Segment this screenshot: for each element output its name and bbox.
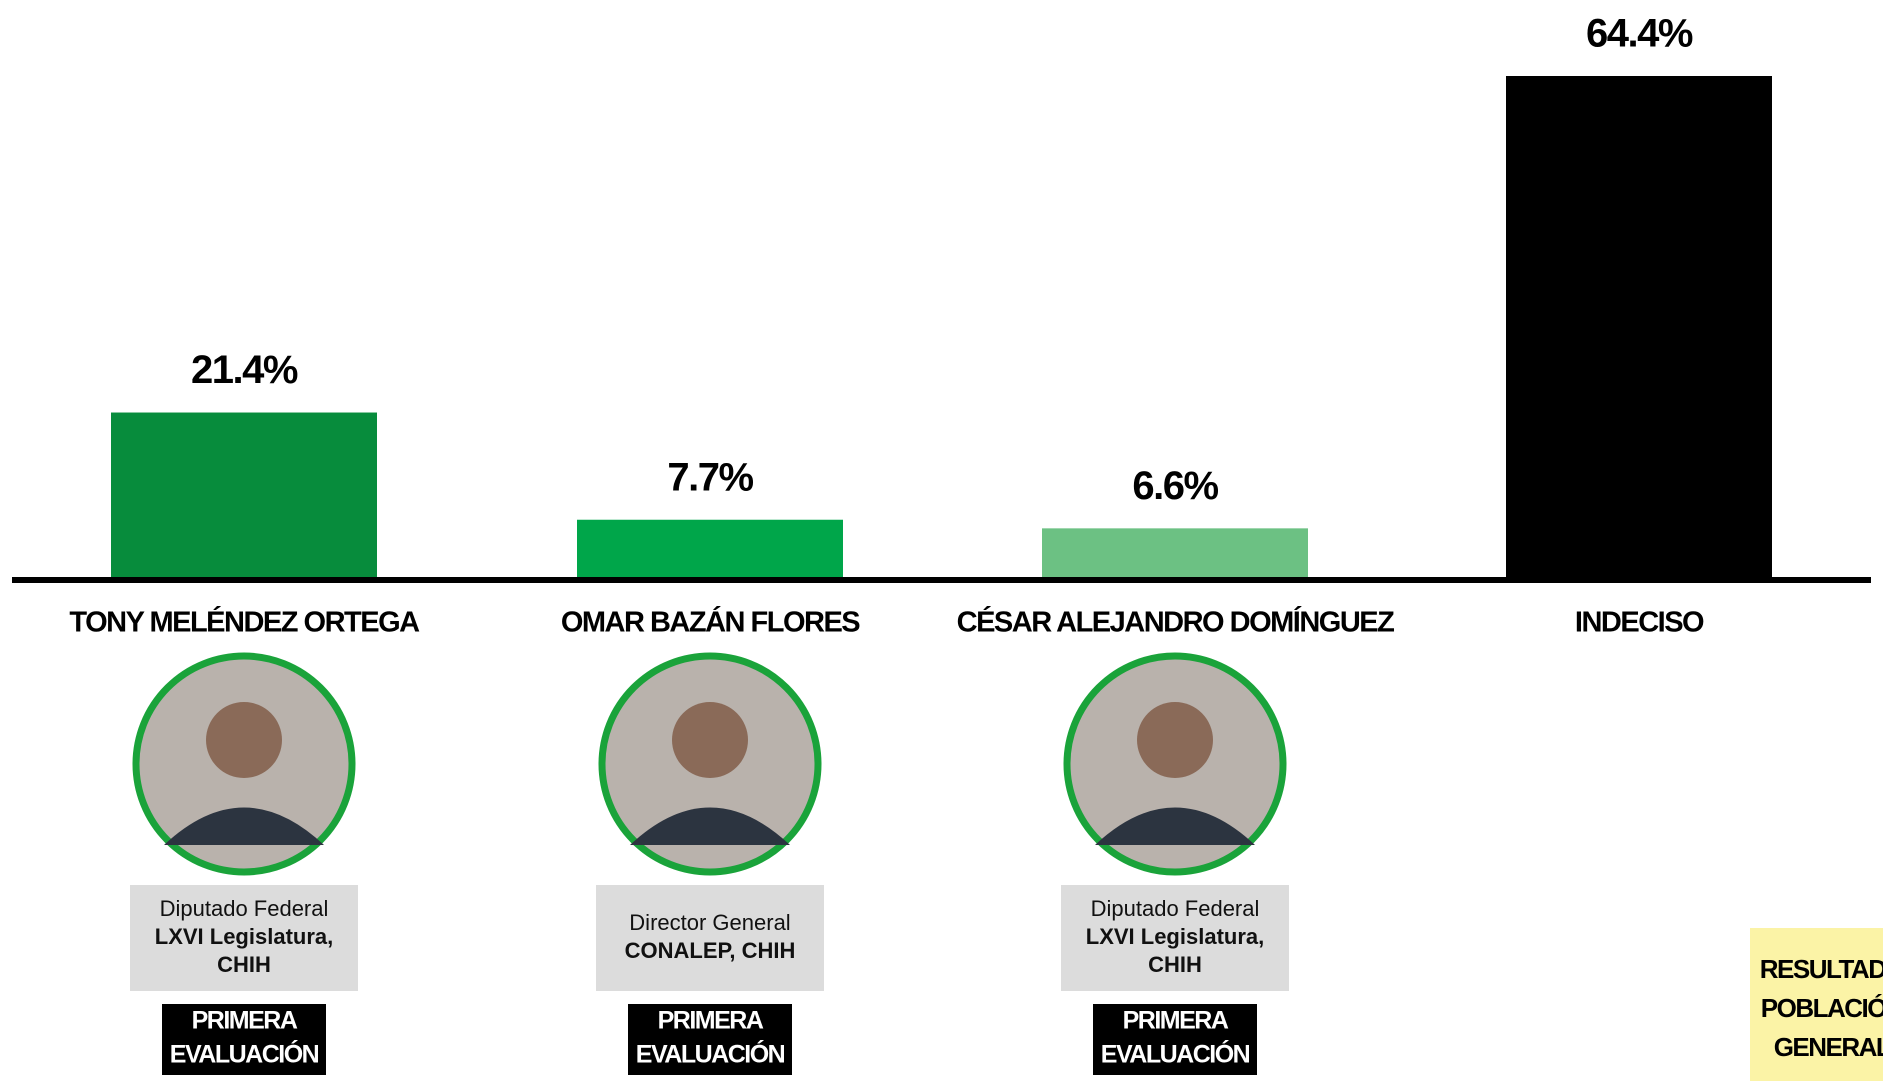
badge-text: PRIMERA bbox=[658, 1007, 764, 1035]
role-text: LXVI Legislatura, bbox=[155, 924, 334, 949]
role-text: Diputado Federal bbox=[1091, 896, 1260, 921]
bar bbox=[1042, 528, 1308, 580]
badge-text: EVALUACIÓN bbox=[1101, 1039, 1250, 1069]
badge-text: EVALUACIÓN bbox=[170, 1039, 319, 1069]
value-label: 7.7% bbox=[667, 455, 753, 499]
category-label: TONY MELÉNDEZ ORTEGA bbox=[69, 605, 420, 639]
badge-text: PRIMERA bbox=[192, 1007, 298, 1035]
note-text: RESULTADO bbox=[1760, 954, 1883, 984]
value-label: 64.4% bbox=[1586, 12, 1693, 56]
note-text: POBLACIÓN bbox=[1761, 993, 1883, 1023]
badge-text: PRIMERA bbox=[1123, 1007, 1229, 1035]
role-text: CONALEP, CHIH bbox=[625, 938, 796, 963]
role-text: LXVI Legislatura, bbox=[1086, 924, 1265, 949]
value-label: 21.4% bbox=[191, 348, 298, 392]
bar bbox=[111, 413, 377, 580]
note-text: GENERAL bbox=[1774, 1032, 1883, 1062]
role-text: Diputado Federal bbox=[160, 896, 329, 921]
role-text: CHIH bbox=[217, 952, 271, 977]
bar bbox=[577, 520, 843, 580]
role-text: CHIH bbox=[1148, 952, 1202, 977]
category-label: INDECISO bbox=[1575, 607, 1704, 639]
badge-text: EVALUACIÓN bbox=[636, 1039, 785, 1069]
bar bbox=[1506, 76, 1772, 580]
photo-head bbox=[1137, 702, 1213, 778]
photo-head bbox=[672, 702, 748, 778]
role-text: Director General bbox=[629, 910, 790, 935]
chart: 21.4% TONY MELÉNDEZ ORTEGA 7.7% OMAR BAZÁN … bbox=[0, 0, 1883, 1081]
category-label: CÉSAR ALEJANDRO DOMÍNGUEZ bbox=[957, 605, 1395, 639]
page: 21.4% TONY MELÉNDEZ ORTEGA 7.7% OMAR BAZÁN … bbox=[0, 0, 1883, 1081]
category-label: OMAR BAZÁN FLORES bbox=[561, 605, 860, 639]
value-label: 6.6% bbox=[1132, 464, 1218, 508]
photo-head bbox=[206, 702, 282, 778]
